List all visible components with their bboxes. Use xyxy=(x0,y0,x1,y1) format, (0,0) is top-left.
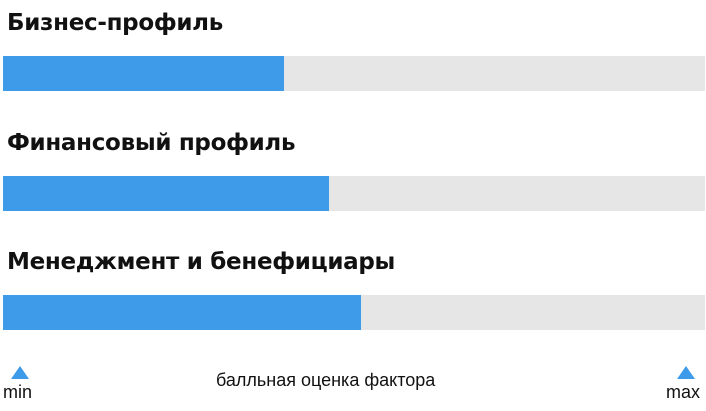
bar-track xyxy=(3,176,705,211)
category-label: Бизнес-профиль xyxy=(7,10,223,36)
x-axis-label: балльная оценка фактора xyxy=(216,370,436,390)
bar-fill xyxy=(3,176,330,211)
max-marker-icon xyxy=(677,366,695,379)
min-marker-icon xyxy=(11,366,29,379)
bar-track xyxy=(3,295,705,330)
max-label: max xyxy=(666,382,701,402)
min-label: min xyxy=(3,382,33,402)
category-label: Финансовый профиль xyxy=(7,130,296,156)
category-label: Менеджмент и бенефициары xyxy=(7,249,396,275)
bar-track xyxy=(3,56,705,91)
bar-fill xyxy=(3,56,284,91)
bar-fill xyxy=(3,295,362,330)
